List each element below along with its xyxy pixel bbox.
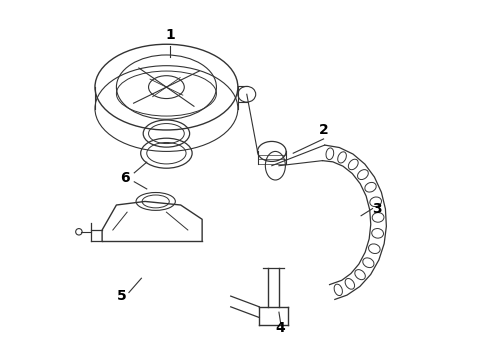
Polygon shape xyxy=(258,152,290,166)
Ellipse shape xyxy=(348,159,358,170)
Ellipse shape xyxy=(334,284,343,296)
Ellipse shape xyxy=(365,183,376,192)
Ellipse shape xyxy=(345,279,355,289)
Ellipse shape xyxy=(368,244,380,253)
Text: 6: 6 xyxy=(121,171,130,185)
Text: 3: 3 xyxy=(372,202,382,216)
Ellipse shape xyxy=(338,152,346,163)
Ellipse shape xyxy=(363,258,374,267)
Ellipse shape xyxy=(326,148,334,159)
Ellipse shape xyxy=(372,213,384,222)
Text: 5: 5 xyxy=(117,289,126,303)
Text: 2: 2 xyxy=(318,123,328,137)
Text: 1: 1 xyxy=(165,28,175,42)
Ellipse shape xyxy=(370,197,382,207)
Ellipse shape xyxy=(358,170,368,180)
Text: 4: 4 xyxy=(276,321,286,335)
Ellipse shape xyxy=(372,229,384,238)
Ellipse shape xyxy=(355,270,366,280)
